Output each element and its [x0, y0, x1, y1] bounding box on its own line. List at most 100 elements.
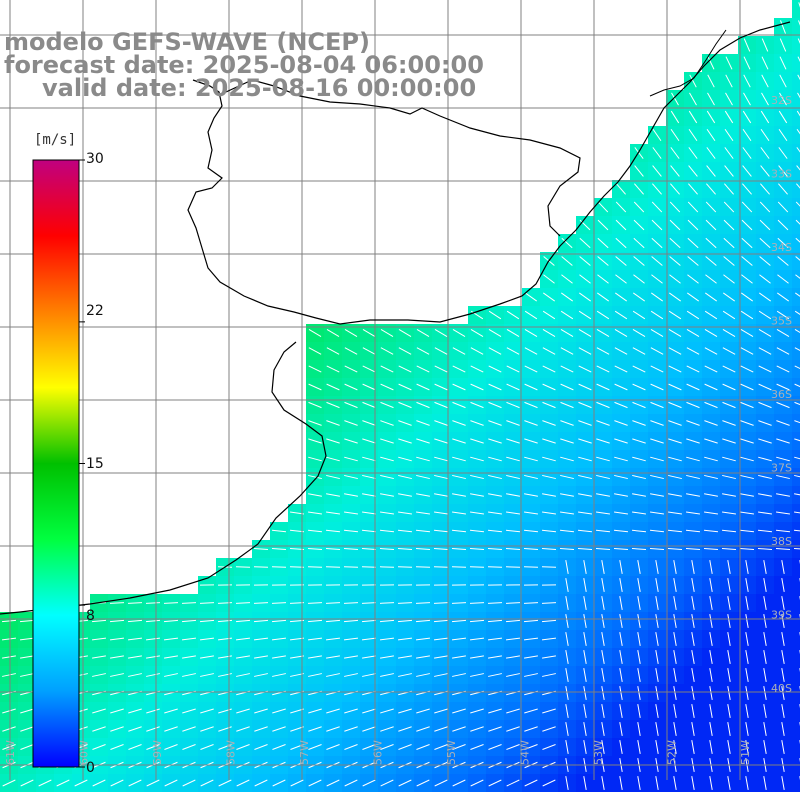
wind-arrow — [668, 365, 682, 373]
wind-arrow — [668, 310, 682, 320]
wind-arrow — [781, 614, 785, 628]
wind-arrow — [344, 726, 358, 732]
wind-arrow — [650, 365, 664, 373]
wind-cell — [792, 648, 800, 666]
wind-arrow — [686, 347, 700, 355]
wind-arrow — [253, 637, 269, 641]
wind-arrow — [632, 365, 646, 373]
wind-arrow — [127, 637, 143, 641]
wind-arrow — [577, 529, 593, 533]
wind-arrow — [452, 401, 466, 409]
wind-arrow — [727, 560, 731, 574]
wind-arrow — [200, 655, 214, 659]
wind-arrow — [776, 383, 790, 391]
wind-arrow — [397, 637, 413, 641]
wind-arrow — [362, 744, 376, 750]
wind-arrow — [725, 74, 733, 88]
wind-arrow — [781, 740, 785, 754]
wind-arrow — [92, 744, 106, 750]
wind-cell — [792, 774, 800, 792]
wind-arrow — [619, 704, 623, 718]
wind-arrow — [398, 365, 412, 373]
wind-arrow — [781, 632, 785, 646]
wind-arrow — [469, 637, 485, 641]
wind-arrow — [434, 744, 448, 750]
wind-arrow — [614, 493, 628, 497]
wind-arrow — [740, 401, 754, 409]
wind-arrow — [779, 92, 787, 106]
wind-arrow — [326, 779, 340, 787]
wind-arrow — [655, 704, 659, 718]
wind-arrow — [182, 673, 196, 677]
wind-arrow — [325, 529, 341, 533]
wind-arrow — [781, 722, 785, 736]
wind-arrow — [542, 655, 556, 659]
wind-cell — [792, 270, 800, 288]
wind-arrow — [199, 619, 215, 623]
wind-arrow — [524, 708, 538, 714]
lat-label: 34S — [771, 241, 792, 254]
wind-arrow — [470, 347, 484, 355]
wind-arrow — [308, 655, 322, 659]
wind-arrow — [434, 420, 448, 426]
wind-arrow — [146, 726, 160, 732]
wind-arrow — [398, 744, 412, 750]
wind-arrow — [583, 560, 587, 574]
wind-arrow — [745, 596, 749, 610]
wind-arrow — [397, 619, 413, 623]
wind-arrow — [794, 365, 800, 370]
wind-arrow — [398, 726, 412, 732]
wind-arrow — [344, 511, 358, 515]
lon-label: 52W — [666, 740, 679, 765]
wind-arrow — [451, 548, 467, 550]
wind-arrow — [797, 56, 800, 63]
wind-arrow — [794, 493, 800, 496]
wind-arrow — [759, 256, 771, 266]
wind-arrow — [632, 438, 646, 444]
wind-arrow — [146, 708, 160, 714]
colorbar-gradient — [32, 159, 80, 768]
wind-arrow — [506, 655, 520, 659]
wind-arrow — [488, 365, 502, 373]
wind-arrow — [542, 438, 556, 444]
wind-arrow — [235, 637, 251, 641]
wind-arrow — [685, 548, 701, 550]
longitude-labels: 61W 60W 59W 58W 57W 56W 55W 54W 53W 52W 51W — [4, 740, 752, 765]
wind-arrow — [745, 686, 749, 700]
colorbar — [32, 159, 85, 768]
wind-arrow — [578, 310, 592, 320]
wind-arrow — [559, 529, 575, 533]
wind-arrow — [488, 474, 502, 480]
wind-arrow — [686, 456, 700, 462]
wind-arrow — [687, 292, 699, 302]
wind-arrow — [559, 548, 575, 550]
wind-arrow — [254, 708, 268, 714]
wind-arrow — [670, 183, 680, 195]
wind-arrow — [565, 686, 569, 700]
wind-arrow — [596, 493, 610, 497]
wind-arrow — [524, 779, 538, 787]
wind-arrow — [614, 401, 628, 409]
wind-arrow — [742, 110, 752, 124]
wind-arrow — [596, 474, 610, 480]
wind-arrow — [634, 165, 644, 177]
wind-arrow — [691, 686, 695, 700]
wind-arrow — [110, 779, 124, 787]
wind-arrow — [649, 529, 665, 533]
wind-arrow — [578, 365, 592, 373]
wind-arrow — [796, 183, 800, 189]
wind-arrow — [723, 274, 735, 284]
wind-arrow — [565, 668, 569, 682]
wind-arrow — [308, 401, 322, 409]
wind-arrow — [290, 744, 304, 750]
wind-arrow — [127, 619, 143, 623]
wind-arrow — [709, 704, 713, 718]
wind-arrow — [254, 726, 268, 732]
wind-arrow — [542, 511, 556, 515]
wind-arrow — [651, 201, 663, 213]
wind-arrow — [637, 560, 641, 574]
wind-arrow — [686, 383, 700, 391]
wind-arrow — [470, 779, 484, 787]
wind-arrow — [709, 596, 713, 610]
wind-arrow — [565, 578, 569, 592]
